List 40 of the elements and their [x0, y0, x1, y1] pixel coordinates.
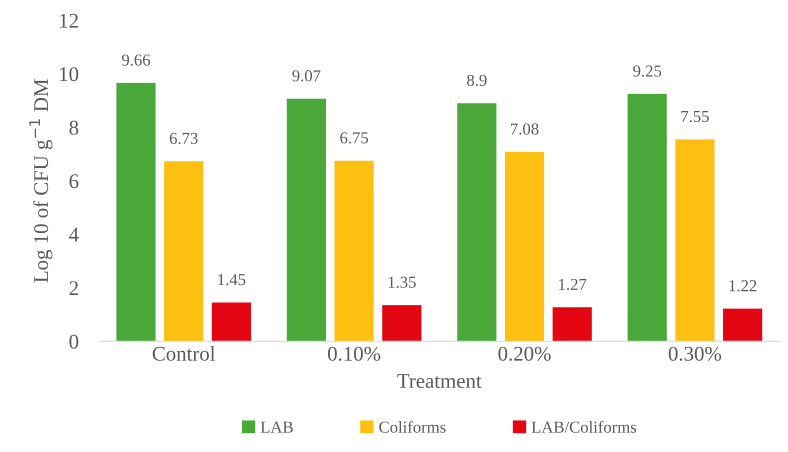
legend-label: LAB/Coliforms: [532, 420, 636, 433]
y-tick-label: 4: [69, 228, 79, 242]
bar: [334, 160, 374, 342]
bar: [552, 307, 592, 342]
x-tick-label: 0.30%: [668, 346, 722, 361]
data-label: 9.66: [122, 54, 150, 66]
bar: [723, 308, 762, 342]
y-tick-label: 2: [70, 281, 78, 295]
x-tick-label: 0.20%: [498, 346, 551, 361]
x-tick-label: Control: [152, 346, 216, 361]
y-axis-title: Log 10 of CFU g$^{−1}$ DM: [29, 79, 52, 282]
bar: [675, 139, 715, 342]
bar: [504, 152, 544, 342]
data-label: 1.27: [559, 278, 586, 290]
data-label: 9.25: [633, 65, 662, 77]
bar: [212, 302, 252, 342]
y-tick-label: 10: [60, 67, 78, 82]
y-tick-label: 6: [70, 174, 78, 188]
data-label: 7.08: [511, 123, 538, 135]
legend-label: Coliforms: [379, 420, 446, 433]
data-label: 7.55: [681, 110, 709, 122]
x-tick-label: 0.10%: [328, 346, 380, 361]
bar: [628, 94, 667, 342]
legend-label: LAB: [260, 422, 293, 433]
data-label: 1.35: [388, 276, 416, 288]
bar: [382, 305, 422, 342]
y-tick-label: 8: [69, 120, 78, 135]
data-label: 1.22: [730, 280, 756, 292]
data-label: 9.07: [292, 70, 320, 82]
bar: [286, 98, 326, 342]
y-tick-label: 0: [69, 334, 78, 349]
data-label: 6.73: [170, 132, 198, 144]
y-tick-label: 12: [60, 14, 78, 28]
bar: [457, 103, 496, 342]
x-axis-title: Treatment: [397, 374, 482, 388]
data-label: 6.75: [340, 132, 368, 144]
bar: [116, 82, 156, 342]
data-label: 8.9: [467, 74, 487, 86]
data-label: 1.45: [218, 274, 246, 286]
bar: [164, 161, 204, 342]
